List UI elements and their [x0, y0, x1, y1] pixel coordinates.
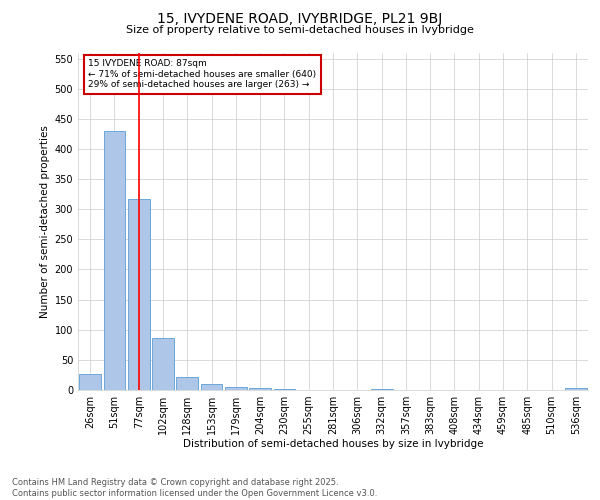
- Text: 15 IVYDENE ROAD: 87sqm
← 71% of semi-detached houses are smaller (640)
29% of se: 15 IVYDENE ROAD: 87sqm ← 71% of semi-det…: [88, 59, 316, 89]
- X-axis label: Distribution of semi-detached houses by size in Ivybridge: Distribution of semi-detached houses by …: [183, 438, 483, 448]
- Text: 15, IVYDENE ROAD, IVYBRIDGE, PL21 9BJ: 15, IVYDENE ROAD, IVYBRIDGE, PL21 9BJ: [157, 12, 443, 26]
- Bar: [225, 387, 247, 390]
- Text: Contains HM Land Registry data © Crown copyright and database right 2025.
Contai: Contains HM Land Registry data © Crown c…: [12, 478, 377, 498]
- Bar: [565, 388, 587, 390]
- Bar: [152, 338, 174, 390]
- Y-axis label: Number of semi-detached properties: Number of semi-detached properties: [40, 125, 50, 318]
- Bar: [249, 388, 271, 390]
- Bar: [176, 378, 198, 390]
- Bar: [104, 131, 125, 390]
- Text: Size of property relative to semi-detached houses in Ivybridge: Size of property relative to semi-detach…: [126, 25, 474, 35]
- Bar: [200, 384, 223, 390]
- Bar: [79, 374, 101, 390]
- Bar: [128, 199, 149, 390]
